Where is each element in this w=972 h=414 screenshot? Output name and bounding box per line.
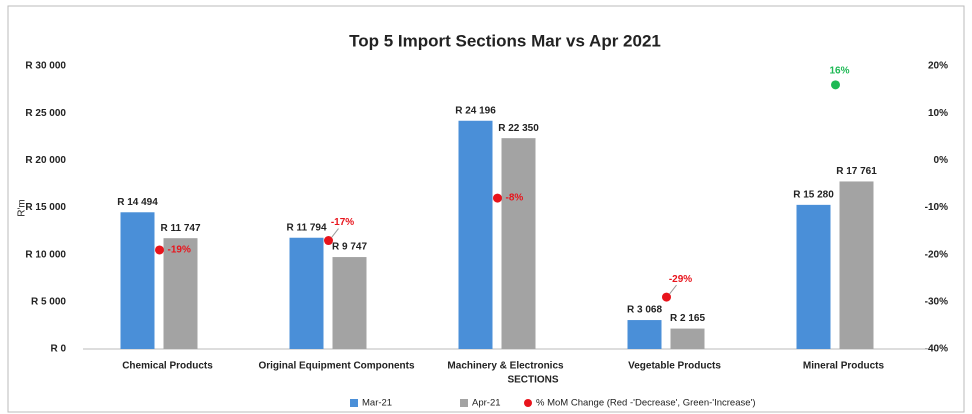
y-tick-label: R 30 000 bbox=[25, 61, 66, 72]
x-tick-label: Original Equipment Components bbox=[258, 361, 415, 372]
bar bbox=[120, 212, 155, 349]
y-tick-label: R 5 000 bbox=[31, 296, 66, 307]
mom-label: -19% bbox=[168, 245, 191, 256]
y2-tick-label: 20% bbox=[928, 61, 948, 72]
value-label: R 11 794 bbox=[286, 222, 326, 233]
chart-title: Top 5 Import Sections Mar vs Apr 2021 bbox=[349, 31, 661, 50]
x-axis-title: SECTIONS bbox=[507, 375, 558, 386]
y-tick-label: R 20 000 bbox=[25, 155, 66, 166]
x-tick-label: Mineral Products bbox=[803, 361, 885, 372]
mom-label: 16% bbox=[829, 66, 849, 77]
y2-tick-label: -40% bbox=[925, 344, 948, 355]
legend-label: Mar-21 bbox=[362, 398, 392, 409]
value-label: R 22 350 bbox=[498, 123, 539, 134]
y2-tick-label: -20% bbox=[925, 249, 948, 260]
legend-label: Apr-21 bbox=[472, 398, 501, 409]
value-label: R 24 196 bbox=[455, 105, 496, 116]
bar bbox=[796, 204, 831, 349]
value-label: R 2 165 bbox=[670, 313, 705, 324]
y-tick-label: R 0 bbox=[50, 344, 66, 355]
leader-line bbox=[331, 228, 339, 238]
mom-label: -17% bbox=[331, 217, 354, 228]
legend-label: % MoM Change (Red -'Decrease', Green-'In… bbox=[536, 398, 756, 409]
bar bbox=[163, 238, 198, 349]
y-tick-label: R 25 000 bbox=[25, 108, 66, 119]
y-tick-label: R 10 000 bbox=[25, 249, 66, 260]
legend-swatch bbox=[350, 399, 358, 407]
bar bbox=[458, 120, 493, 349]
mom-label: -29% bbox=[669, 274, 692, 285]
mom-label: -8% bbox=[506, 193, 524, 204]
bar bbox=[627, 320, 662, 349]
x-tick-label: Vegetable Products bbox=[628, 361, 721, 372]
bar bbox=[670, 328, 705, 349]
mom-point bbox=[831, 80, 840, 90]
mom-point bbox=[324, 236, 333, 246]
value-label: R 15 280 bbox=[793, 189, 834, 200]
value-label: R 14 494 bbox=[117, 197, 158, 208]
value-label: R 9 747 bbox=[332, 242, 367, 253]
y2-tick-label: 0% bbox=[934, 155, 949, 166]
y-tick-label: R 15 000 bbox=[25, 202, 66, 213]
y2-tick-label: 10% bbox=[928, 108, 948, 119]
y2-tick-label: -10% bbox=[925, 202, 948, 213]
y2-tick-label: -30% bbox=[925, 296, 948, 307]
value-label: R 17 761 bbox=[836, 166, 877, 177]
bar bbox=[332, 257, 367, 349]
value-label: R 11 747 bbox=[160, 223, 200, 234]
value-label: R 3 068 bbox=[627, 305, 662, 316]
y-axis-title: R'm bbox=[17, 199, 28, 216]
x-tick-label: Chemical Products bbox=[122, 361, 213, 372]
mom-point bbox=[155, 245, 164, 255]
bar bbox=[289, 237, 324, 349]
mom-point bbox=[662, 292, 671, 302]
bar bbox=[839, 181, 874, 349]
legend-swatch bbox=[460, 399, 468, 407]
leader-line bbox=[669, 284, 677, 295]
legend-swatch bbox=[524, 399, 532, 407]
x-tick-label: Machinery & Electronics bbox=[447, 361, 564, 372]
mom-point bbox=[493, 193, 502, 203]
bar bbox=[501, 138, 536, 349]
